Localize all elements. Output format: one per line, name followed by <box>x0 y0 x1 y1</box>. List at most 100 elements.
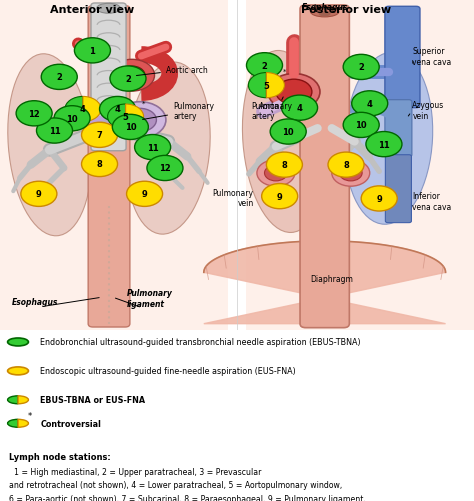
Circle shape <box>282 96 318 121</box>
Circle shape <box>82 152 118 177</box>
Text: 8: 8 <box>97 160 102 169</box>
Text: 10: 10 <box>356 121 367 130</box>
Circle shape <box>268 74 320 111</box>
Text: Controversial: Controversial <box>40 419 101 428</box>
Text: 4: 4 <box>297 104 302 113</box>
Circle shape <box>343 113 379 138</box>
Text: Pulmonary
vein: Pulmonary vein <box>213 189 254 208</box>
FancyBboxPatch shape <box>246 0 474 331</box>
Text: 2: 2 <box>56 73 62 82</box>
Text: 2: 2 <box>262 62 267 71</box>
Circle shape <box>54 107 90 132</box>
FancyBboxPatch shape <box>0 0 228 331</box>
Circle shape <box>147 156 183 181</box>
Wedge shape <box>248 74 266 99</box>
Circle shape <box>352 92 388 117</box>
Text: 12: 12 <box>28 110 40 119</box>
Circle shape <box>109 60 155 92</box>
FancyBboxPatch shape <box>91 4 126 151</box>
Circle shape <box>270 120 306 145</box>
Ellipse shape <box>310 8 339 18</box>
Circle shape <box>110 67 146 92</box>
Circle shape <box>36 119 73 144</box>
Text: 9: 9 <box>277 192 283 201</box>
Text: 4: 4 <box>367 100 373 109</box>
Text: Endoscopic ultrasound-guided fine-needle aspiration (EUS-FNA): Endoscopic ultrasound-guided fine-needle… <box>40 367 296 376</box>
Circle shape <box>114 103 166 139</box>
Wedge shape <box>18 396 28 404</box>
Text: 1: 1 <box>90 47 95 56</box>
Circle shape <box>123 109 156 132</box>
Text: 4: 4 <box>80 105 86 114</box>
FancyBboxPatch shape <box>385 8 420 108</box>
Text: 12: 12 <box>159 164 171 173</box>
Text: 8: 8 <box>343 161 349 170</box>
Text: Lymph node stations:: Lymph node stations: <box>9 452 110 461</box>
Text: Endobronchial ultrasound-guided transbronchial needle aspiration (EBUS-TBNA): Endobronchial ultrasound-guided transbro… <box>40 338 361 347</box>
Text: *: * <box>283 69 286 75</box>
Circle shape <box>16 102 52 127</box>
Text: Esophagus: Esophagus <box>12 298 58 307</box>
Text: 10: 10 <box>66 115 78 124</box>
Text: 10: 10 <box>125 123 136 132</box>
Circle shape <box>262 184 298 209</box>
Circle shape <box>264 166 287 181</box>
Ellipse shape <box>319 13 331 18</box>
Polygon shape <box>204 241 446 324</box>
Circle shape <box>135 135 171 160</box>
Wedge shape <box>65 97 83 122</box>
Ellipse shape <box>8 55 92 236</box>
Text: Inferior
vena cava: Inferior vena cava <box>412 192 452 211</box>
Wedge shape <box>8 396 18 404</box>
Text: 5: 5 <box>123 113 128 122</box>
FancyBboxPatch shape <box>385 101 412 157</box>
Wedge shape <box>18 419 28 427</box>
Circle shape <box>118 67 145 85</box>
Text: *: * <box>27 411 32 420</box>
Circle shape <box>343 55 379 80</box>
Circle shape <box>112 115 148 140</box>
Text: 9: 9 <box>142 190 147 199</box>
FancyBboxPatch shape <box>88 7 130 327</box>
Circle shape <box>257 160 295 187</box>
Text: Anterior view: Anterior view <box>50 5 135 15</box>
Circle shape <box>100 97 136 122</box>
Text: 6 = Para-aortic (not shown), 7 = Subcarinal, 8 = Paraesophageal, 9 = Pulmonary l: 6 = Para-aortic (not shown), 7 = Subcari… <box>9 494 365 501</box>
Text: 2: 2 <box>125 75 131 84</box>
Ellipse shape <box>97 5 120 14</box>
Ellipse shape <box>345 53 433 225</box>
Wedge shape <box>83 97 101 122</box>
Circle shape <box>276 80 312 105</box>
Circle shape <box>246 54 283 79</box>
Circle shape <box>74 39 110 64</box>
Text: 1 = High mediastinal, 2 = Upper paratracheal, 3 = Prevascular: 1 = High mediastinal, 2 = Upper paratrac… <box>9 467 261 476</box>
Text: 4: 4 <box>115 105 120 114</box>
Text: 11: 11 <box>147 143 158 152</box>
Text: 11: 11 <box>378 140 390 149</box>
Ellipse shape <box>242 52 327 233</box>
FancyBboxPatch shape <box>385 155 411 223</box>
Circle shape <box>21 182 57 207</box>
Text: 5: 5 <box>264 82 269 91</box>
Text: Aortic arch: Aortic arch <box>137 66 208 76</box>
Text: Aorta: Aorta <box>259 101 280 110</box>
Ellipse shape <box>127 63 210 234</box>
Circle shape <box>366 132 402 157</box>
Text: and retrotracheal (not shown), 4 = Lower paratracheal, 5 = Aortopulmonary window: and retrotracheal (not shown), 4 = Lower… <box>9 480 342 489</box>
Text: 11: 11 <box>49 127 60 136</box>
Text: 8: 8 <box>282 161 287 170</box>
Text: Pulmonary
artery: Pulmonary artery <box>143 102 214 121</box>
Text: 9: 9 <box>376 194 382 203</box>
Wedge shape <box>108 105 126 130</box>
Text: Azygous
vein: Azygous vein <box>412 101 445 120</box>
Text: *: * <box>142 100 145 106</box>
Text: Superior
vena cava: Superior vena cava <box>412 47 452 67</box>
Wedge shape <box>8 419 18 427</box>
Text: Posterior view: Posterior view <box>301 5 391 15</box>
Circle shape <box>361 186 397 211</box>
Text: EBUS-TBNA or EUS-FNA: EBUS-TBNA or EUS-FNA <box>40 395 146 404</box>
Circle shape <box>339 166 362 181</box>
Circle shape <box>8 338 28 346</box>
Text: 10: 10 <box>283 128 294 137</box>
Circle shape <box>8 367 28 375</box>
